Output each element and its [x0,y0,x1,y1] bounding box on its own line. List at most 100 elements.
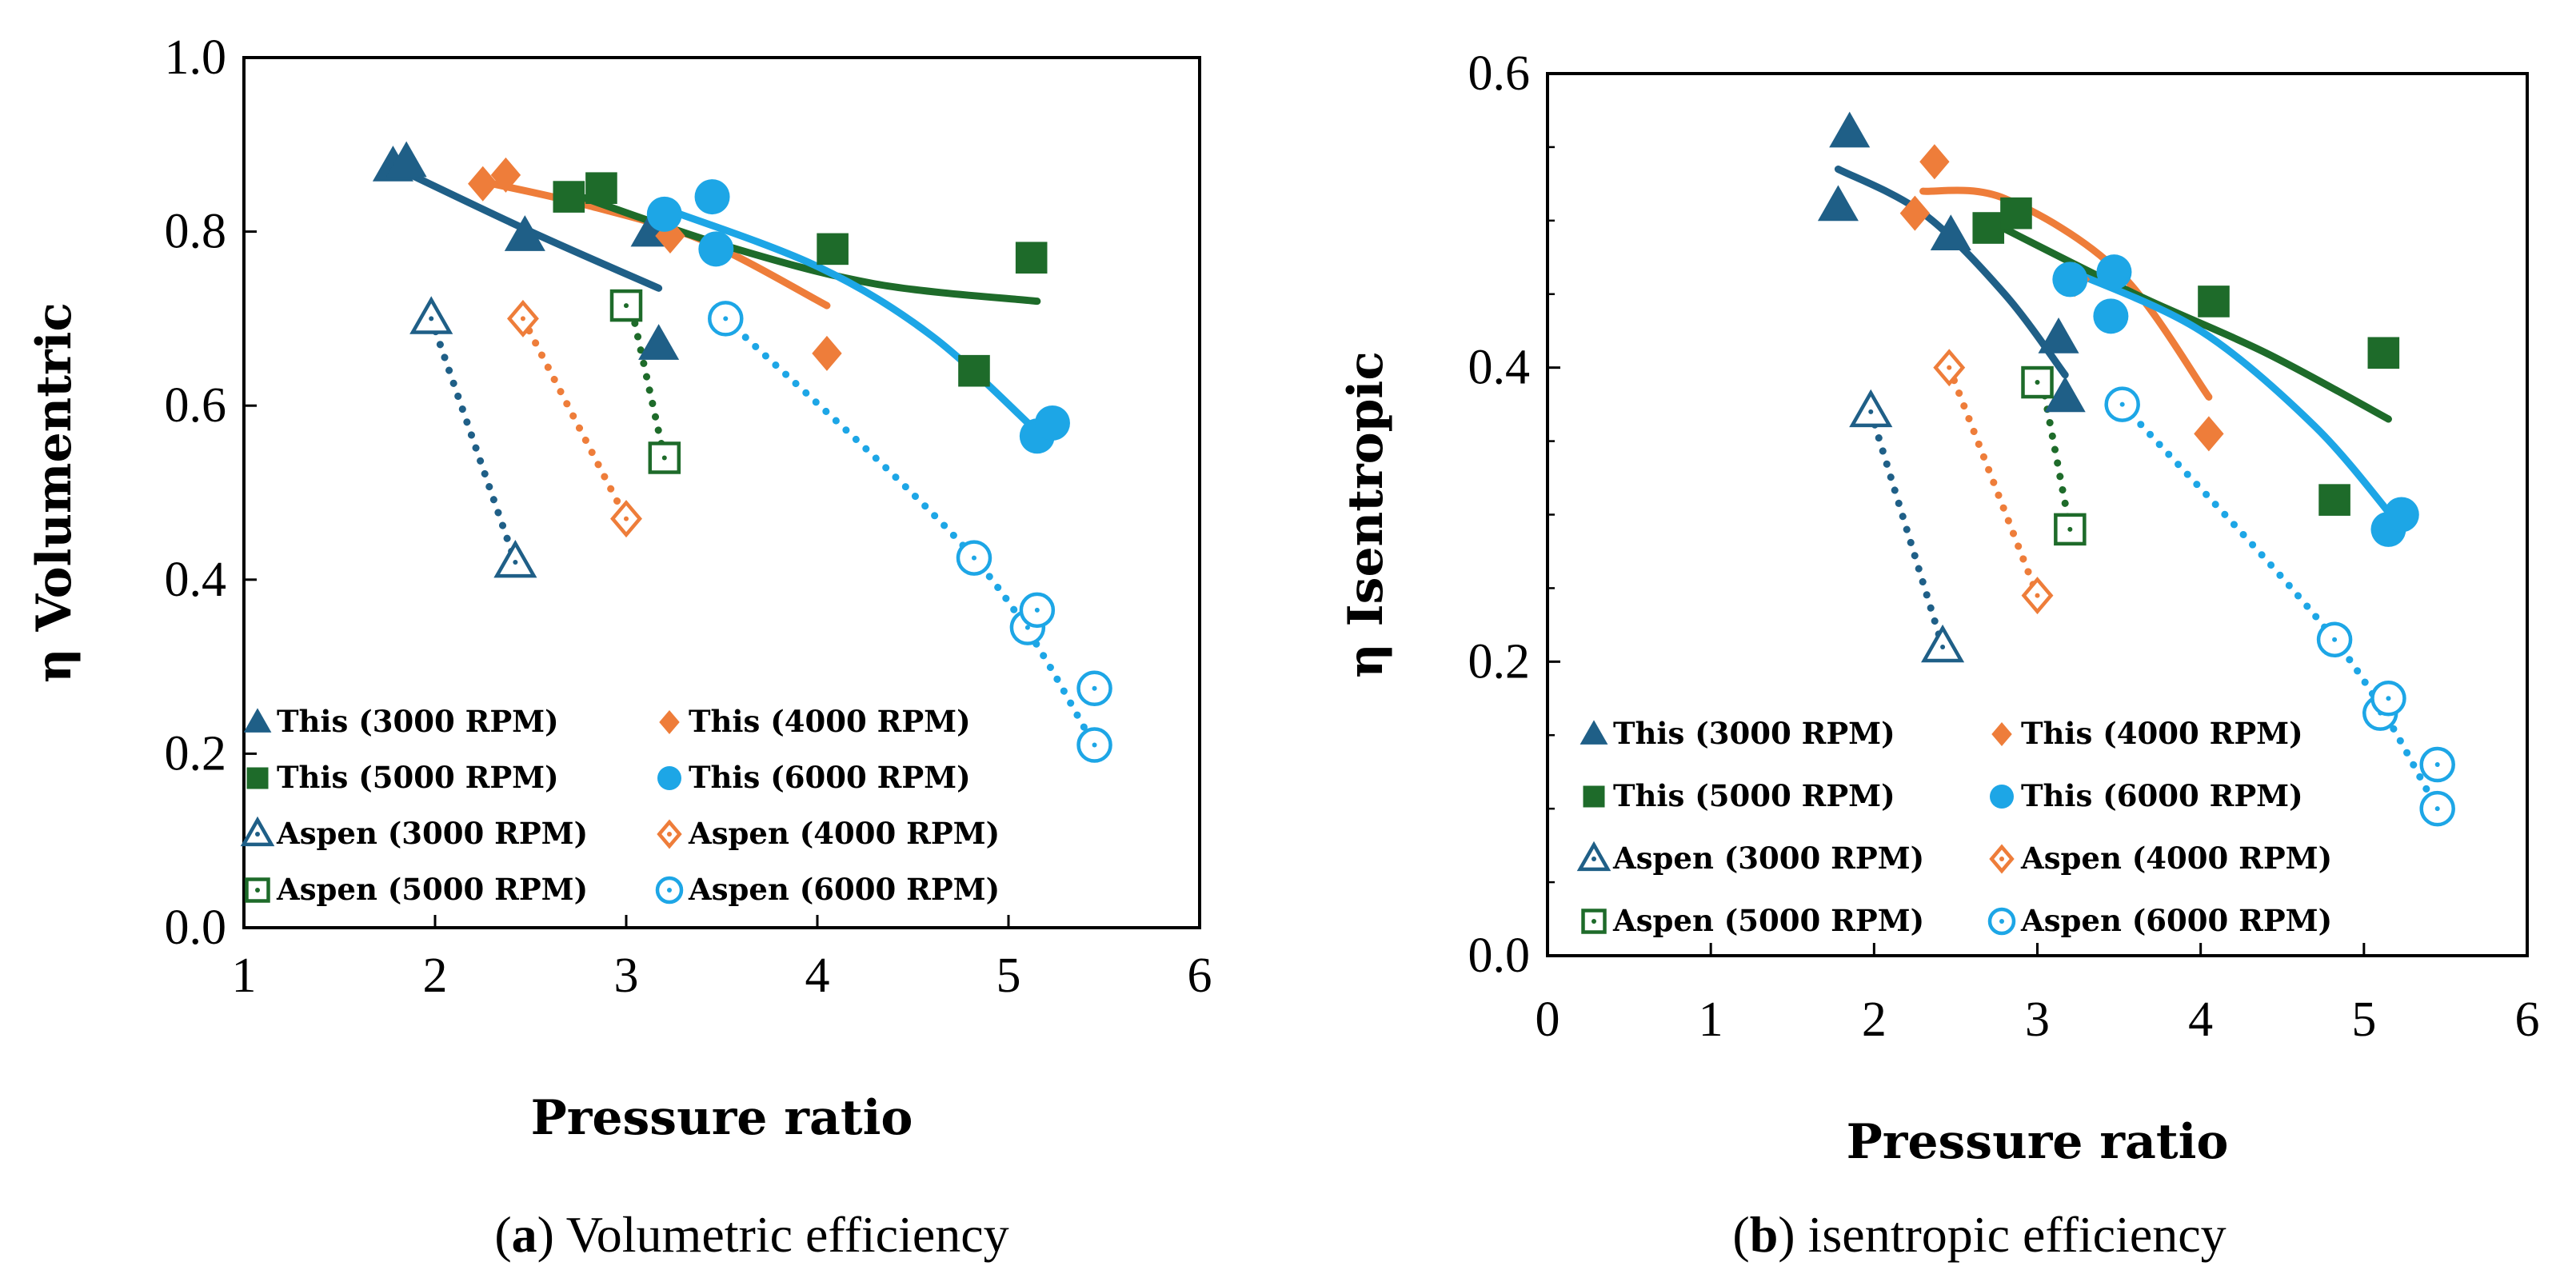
y-axis-label: η Volumentric [26,302,82,683]
this-3000-rpm-marker [1817,185,1859,222]
this-5000-rpm-marker [958,354,990,387]
legend-this-4000-rpm-marker [659,710,680,734]
legend-aspen-6000-rpm-center-dot [667,888,672,893]
aspen-6000-rpm-center-dot [2332,637,2338,642]
legend-aspen-6000-rpm-center-dot [1999,919,2004,924]
aspen-3000-rpm-marker [1921,624,1965,663]
caption-b: (b) isentropic efficiency [1732,1206,2226,1263]
legend-this-5000-rpm-label: This (5000 RPM) [1613,778,1895,813]
aspen-6000-rpm-center-dot [1024,625,1030,630]
this-3000-rpm-marker [504,215,545,251]
aspen-4000-rpm-center-dot [624,516,629,521]
legend-aspen-6000-rpm-label: Aspen (6000 RPM) [688,872,1000,907]
x-tick-label: 2 [1862,992,1887,1047]
plot-frame [242,56,1201,929]
aspen-6000-rpm-center-dot [2434,762,2440,768]
this-6000-rpm-marker [2096,254,2132,290]
y-tick-label: 0.2 [1468,634,1531,689]
aspen-6000-rpm-center-dot [2119,401,2125,407]
aspen-6000-rpm-center-dot [2386,696,2391,701]
this-6000-rpm-marker [646,196,682,232]
legend-this-5000-rpm-marker [1583,785,1605,808]
y-tick-label: 0.0 [165,901,227,955]
this-5000-rpm-marker [1972,212,2005,244]
this-5000-rpm-marker [2000,197,2032,230]
aspen-trendline-c4000 [519,314,630,523]
aspen-5000-rpm-center-dot [2067,526,2073,532]
legend-aspen-4000-rpm-center-dot [667,832,672,837]
aspen-3000-rpm-marker [1849,389,1893,428]
this-4000-rpm-marker [468,166,498,202]
y-tick-label: 0.6 [1468,46,1531,101]
this-3000-rpm-marker [1930,214,1971,251]
this-trendline-c4000 [1919,186,2213,401]
aspen-5000-rpm-center-dot [661,455,667,461]
this-3000-rpm-marker [1829,111,1871,148]
this-5000-rpm-marker [2318,484,2350,516]
x-axis-label: Pressure ratio [1847,1114,2229,1170]
y-tick-label: 0.0 [1468,929,1531,983]
this-5000-rpm-marker [817,233,849,266]
aspen-4000-rpm-center-dot [2035,593,2040,598]
aspen-4000-rpm-center-dot [1947,365,1952,370]
x-tick-label: 5 [2351,992,2376,1047]
legend-aspen-4000-rpm-label: Aspen (4000 RPM) [688,816,1000,851]
this-trendline-c6000 [665,206,1041,436]
caption-a: (a) Volumetric efficiency [494,1206,1008,1263]
y-tick-label: 0.8 [165,205,227,259]
aspen-trendline-c4000 [1945,364,2041,600]
x-tick-label: 4 [2188,992,2213,1047]
aspen-5000-rpm-center-dot [2035,380,2040,385]
aspen-6000-rpm-center-dot [971,555,976,561]
this-4000-rpm-marker [1899,195,1931,231]
legend-aspen-4000-rpm-center-dot [1999,857,2004,861]
legend-aspen-5000-rpm-label: Aspen (5000 RPM) [1612,903,1924,938]
legend-this-3000-rpm-marker [243,708,272,733]
aspen-3000-rpm-center-dot [1940,644,1946,649]
this-3000-rpm-marker [638,324,680,360]
y-tick-label: 0.6 [165,378,227,433]
this-5000-rpm-marker [553,181,585,213]
legend-aspen-3000-rpm-center-dot [255,832,260,837]
this-5000-rpm-marker [1015,242,1048,274]
x-tick-label: 4 [805,949,830,1003]
x-tick-label: 3 [2025,992,2050,1047]
x-tick-label: 6 [2515,992,2540,1047]
this-5000-rpm-marker [585,172,617,204]
this-4000-rpm-marker [1919,144,1950,180]
y-axis-label: η Isentropic [1338,351,1394,678]
panel-a-volumetric-efficiency: 0.0 0.2 0.4 0.6 0.8 1.0 1 2 3 4 5 6 Pressure ratio η … [26,30,1212,1146]
y-tick-label: 0.4 [165,553,227,607]
aspen-3000-rpm-marker [493,539,537,578]
x-axis-label: Pressure ratio [531,1090,913,1146]
legend-aspen-4000-rpm-label: Aspen (4000 RPM) [2020,841,2332,876]
x-tick-label: 3 [614,949,639,1003]
aspen-6000-rpm-center-dot [723,316,729,322]
aspen-4000-rpm-center-dot [520,316,525,322]
legend-this-3000-rpm-label: This (3000 RPM) [277,704,559,739]
this-6000-rpm-marker [2093,298,2129,334]
aspen-6000-rpm-center-dot [1092,742,1097,748]
aspen-3000-rpm-center-dot [429,316,434,322]
x-tick-label: 5 [996,949,1021,1003]
this-5000-rpm-marker [2198,286,2230,318]
this-6000-rpm-marker [694,179,730,215]
this-4000-rpm-marker [2194,416,2224,452]
legend-this-6000-rpm-marker [1990,785,2014,809]
aspen-3000-rpm-center-dot [513,560,518,565]
legend-this-5000-rpm-label: This (5000 RPM) [277,760,559,795]
aspen-trendline-c3000 [1867,408,1947,651]
this-6000-rpm-marker [698,231,734,267]
legend-this-6000-rpm-label: This (6000 RPM) [689,760,971,795]
aspen-5000-rpm-marker [648,441,681,474]
x-tick-label: 1 [232,949,257,1003]
legend-this-4000-rpm-marker [1991,722,2012,746]
this-4000-rpm-marker [490,157,521,193]
this-4000-rpm-marker [812,335,842,371]
legend-this-3000-rpm-marker [1580,720,1608,745]
legend-this-4000-rpm-label: This (4000 RPM) [689,704,971,739]
legend-this-3000-rpm-label: This (3000 RPM) [1613,716,1895,751]
aspen-3000-rpm-marker [409,296,453,334]
legend-this-6000-rpm-label: This (6000 RPM) [2021,778,2303,813]
